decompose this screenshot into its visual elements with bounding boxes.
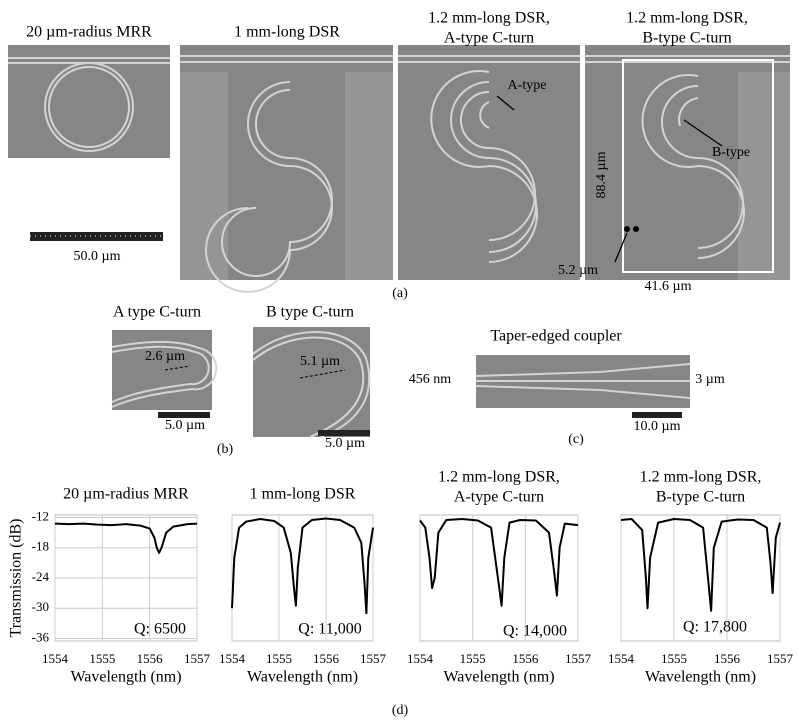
- y-tick-label: -12: [32, 509, 49, 524]
- image-title: A-type C-turn: [444, 30, 534, 47]
- y-tick-label: -24: [32, 569, 50, 584]
- y-tick-label: -30: [32, 599, 49, 614]
- x-tick-label: 1556: [313, 651, 340, 666]
- y-axis-label: Transmission (dB): [8, 519, 25, 638]
- x-tick-label: 1555: [460, 651, 486, 666]
- chart-title: 20 µm-radius MRR: [63, 486, 189, 503]
- dimension: 456 nm: [409, 372, 452, 387]
- y-tick-label: -18: [32, 539, 49, 554]
- chart-title: A-type C-turn: [454, 489, 544, 506]
- image-title: 1.2 mm-long DSR,: [626, 10, 748, 27]
- sem-dsr-b: [585, 45, 790, 280]
- image-title: 1.2 mm-long DSR,: [428, 10, 550, 27]
- scale-label: 50.0 µm: [74, 249, 121, 264]
- chart-title: 1.2 mm-long DSR,: [640, 469, 762, 486]
- data-line: [620, 518, 781, 612]
- y-tick-label: -36: [32, 629, 50, 644]
- x-tick-label: 1555: [266, 651, 292, 666]
- image-title: 20 µm-radius MRR: [26, 24, 152, 41]
- sem-cturn-a: [111, 330, 218, 410]
- sem-dsr: [180, 45, 393, 293]
- scale-label: 10.0 µm: [634, 419, 681, 434]
- x-tick-label: 1554: [608, 651, 635, 666]
- dimension: 2.6 µm: [145, 349, 185, 364]
- image-title: B type C-turn: [266, 304, 354, 321]
- annotation: 88.4 µm: [594, 151, 609, 198]
- annotation: Q: 6500: [134, 621, 186, 638]
- image-title: A type C-turn: [113, 304, 201, 321]
- x-axis-label: Wavelength (nm): [247, 669, 358, 686]
- x-tick-label: 1556: [137, 651, 164, 666]
- x-tick-label: 1557: [184, 651, 211, 666]
- annotation: A-type: [508, 78, 547, 93]
- scale-bar: [158, 412, 210, 418]
- x-tick-label: 1555: [89, 651, 115, 666]
- sem-coupler: [475, 355, 691, 408]
- data-line: [231, 517, 374, 615]
- dimension: 3 µm: [695, 372, 725, 387]
- data-line: [419, 518, 579, 607]
- panel-label: (d): [392, 703, 409, 718]
- sem-dsr-a: [398, 45, 580, 280]
- dimension: 5.1 µm: [300, 354, 340, 369]
- panel-label: (a): [392, 286, 408, 301]
- scale-bar: [318, 430, 370, 436]
- x-tick-label: 1556: [714, 651, 741, 666]
- x-tick-label: 1557: [565, 651, 592, 666]
- annotation: Q: 14,000: [503, 623, 567, 640]
- annotation: 5.2 µm: [558, 263, 598, 278]
- image-title: 1 mm-long DSR: [234, 24, 340, 41]
- x-tick-label: 1555: [661, 651, 687, 666]
- annotation: Q: 11,000: [298, 621, 361, 638]
- annotation: B-type: [712, 145, 750, 160]
- x-tick-label: 1557: [360, 651, 387, 666]
- chart-title: 1 mm-long DSR: [250, 486, 356, 503]
- scale-bar: [30, 232, 163, 241]
- x-axis-label: Wavelength (nm): [645, 669, 756, 686]
- x-tick-label: 1554: [219, 651, 246, 666]
- scale-label: 5.0 µm: [325, 436, 365, 451]
- chart-title: B-type C-turn: [656, 489, 745, 506]
- sem-cturn-b: [252, 327, 371, 438]
- panel-label: (b): [217, 442, 234, 457]
- x-tick-label: 1557: [767, 651, 794, 666]
- x-axis-label: Wavelength (nm): [70, 669, 181, 686]
- scale-bar: [632, 412, 682, 418]
- image-title: B-type C-turn: [642, 30, 731, 47]
- annotation: Q: 17,800: [683, 619, 747, 636]
- scale-label: 5.0 µm: [165, 418, 205, 433]
- image-title: Taper-edged coupler: [490, 328, 622, 345]
- sem-mrr: [8, 45, 170, 158]
- x-tick-label: 1554: [407, 651, 434, 666]
- x-axis-label: Wavelength (nm): [443, 669, 554, 686]
- x-tick-label: 1554: [42, 651, 69, 666]
- data-line: [54, 522, 198, 554]
- annotation: 41.6 µm: [645, 279, 692, 294]
- panel-label: (c): [568, 432, 584, 447]
- x-tick-label: 1556: [512, 651, 539, 666]
- chart-title: 1.2 mm-long DSR,: [438, 469, 560, 486]
